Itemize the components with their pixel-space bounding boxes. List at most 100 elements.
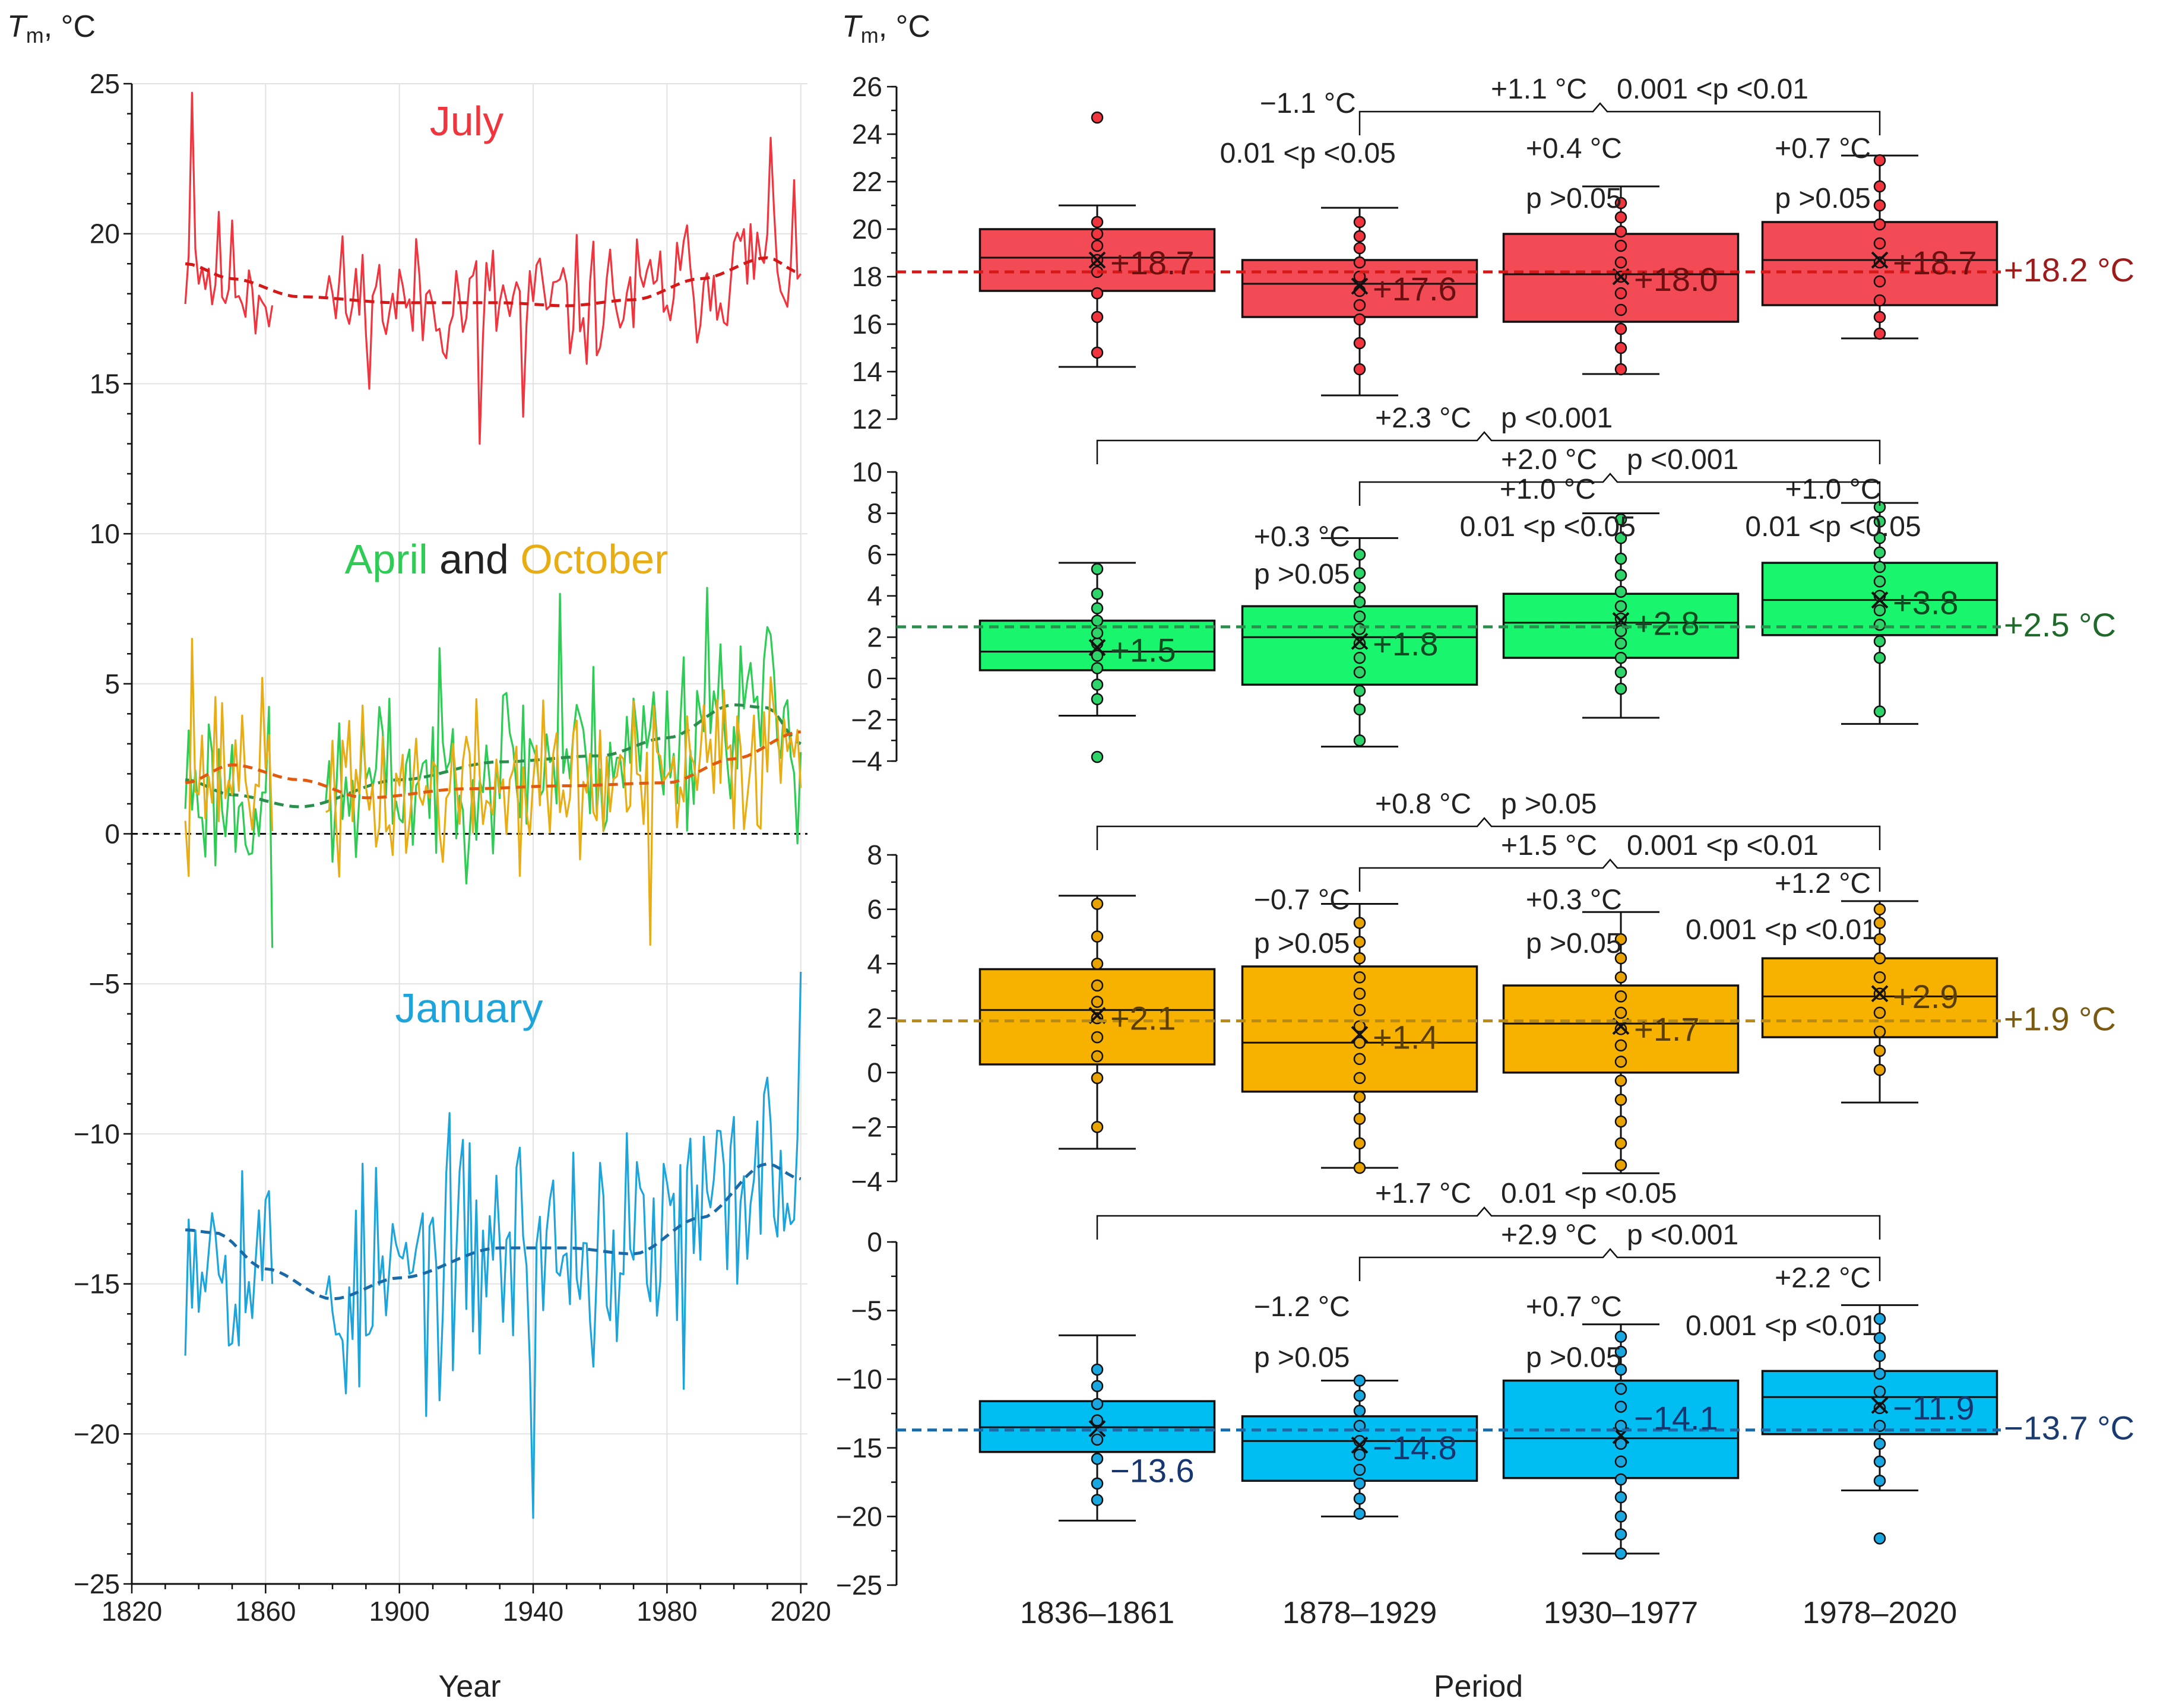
july-label: July [430, 98, 503, 144]
data-point [1614, 1345, 1627, 1358]
box-january-3 [1502, 1323, 1740, 1560]
data-point [1614, 1039, 1627, 1052]
data-point [1873, 1402, 1886, 1415]
box-october-4 [1761, 900, 1998, 1104]
data-point [1614, 952, 1627, 965]
data-point [1614, 651, 1627, 664]
box-april-2 [1241, 537, 1478, 748]
overall-mean-label: +2.5 °C [2004, 606, 2116, 644]
data-point [1091, 1031, 1104, 1044]
y-tick-label: −25 [74, 1568, 120, 1599]
october-series-line [184, 638, 274, 877]
pair-annotation-4: p >0.05 [1526, 1342, 1621, 1373]
bracket-diff-label: +2.0 °C [1501, 444, 1597, 476]
period-category-label: 1836–1861 [1020, 1596, 1174, 1630]
comparison-bracket [1358, 102, 1881, 135]
data-point [1873, 903, 1886, 915]
panel-y-tick-label: 6 [867, 539, 882, 570]
data-point [1353, 1374, 1366, 1387]
january-label: January [395, 985, 543, 1031]
mean-marker [1871, 591, 1889, 609]
box-mean-label: +18.0 [1634, 261, 1718, 298]
box-mean-label: +2.9 [1893, 978, 1959, 1015]
data-point [1353, 230, 1366, 243]
april-series-line [184, 705, 274, 948]
data-point [1873, 1025, 1886, 1038]
data-point [1353, 595, 1366, 609]
data-point [1353, 703, 1366, 716]
pair-annotation-6: p >0.05 [1775, 183, 1870, 214]
data-point [1353, 952, 1366, 965]
data-point [1873, 327, 1886, 340]
data-point [1873, 917, 1886, 929]
april-october-label: April and October [345, 536, 669, 582]
data-point [1614, 1491, 1627, 1504]
panel-y-tick-label: −2 [851, 704, 882, 735]
data-point [1091, 693, 1104, 705]
data-point [1873, 1367, 1886, 1380]
box-mean-label: +1.7 [1634, 1010, 1700, 1048]
pair-annotation-4: p >0.05 [1526, 183, 1621, 214]
july-series-line [325, 137, 802, 445]
data-point [1353, 623, 1366, 635]
panel-y-tick-label: −4 [851, 746, 882, 777]
data-point [1353, 637, 1366, 649]
data-point [1873, 651, 1886, 664]
bracket-diff-label: +0.8 °C [1375, 788, 1471, 820]
bracket-p-label: 0.001 <p <0.01 [1617, 74, 1808, 105]
panel-y-tick-label: −10 [836, 1364, 882, 1395]
x-tick-label: 1980 [636, 1596, 697, 1627]
data-point [1614, 569, 1627, 582]
box-january-4 [1761, 1304, 1998, 1545]
data-point [1353, 917, 1366, 929]
data-point [1614, 1437, 1627, 1450]
data-point [1091, 1050, 1104, 1063]
data-point [1614, 1400, 1627, 1413]
data-point [1614, 341, 1627, 354]
data-point [1353, 299, 1366, 312]
data-point [1091, 1477, 1104, 1490]
y-tick-label: −5 [89, 968, 120, 999]
pair-annotation-2: p >0.05 [1254, 559, 1350, 590]
mean-marker [1088, 251, 1106, 269]
bracket-p-label: 0.01 <p <0.05 [1501, 1178, 1677, 1209]
data-point [1353, 1389, 1366, 1402]
data-point [1873, 294, 1886, 307]
data-point [1873, 1063, 1886, 1076]
data-point [1873, 1455, 1886, 1468]
april-trend-line [185, 703, 802, 809]
x-tick-label: 1860 [235, 1596, 296, 1627]
data-point [1873, 1044, 1886, 1057]
data-point [1614, 666, 1627, 679]
data-point [1353, 581, 1366, 594]
box-mean-label: +3.8 [1893, 584, 1959, 622]
data-point [1614, 1363, 1627, 1376]
data-point [1614, 683, 1627, 695]
data-point [1614, 1006, 1627, 1019]
comparison-bracket [1358, 1248, 1881, 1281]
data-point [1091, 614, 1104, 627]
data-point [1353, 987, 1366, 1000]
data-point [1873, 952, 1886, 965]
pair-annotation-4: 0.01 <p <0.05 [1460, 511, 1636, 543]
data-point [1873, 635, 1886, 648]
data-point [1614, 1094, 1627, 1106]
data-point [1614, 1056, 1627, 1068]
july-series-line [184, 91, 274, 335]
data-point [1614, 322, 1627, 335]
panel-y-tick-label: 0 [867, 1057, 882, 1088]
data-point [1091, 979, 1104, 992]
data-point [1091, 563, 1104, 575]
x-axis-title: Year [438, 1669, 501, 1704]
comparison-bracket [1096, 431, 1881, 464]
overall-mean-label: +1.9 °C [2004, 1000, 2116, 1038]
y-tick-label: 15 [90, 368, 120, 399]
pair-annotation-6: 0.01 <p <0.05 [1745, 511, 1921, 543]
data-point [1091, 662, 1104, 674]
box-october-2 [1241, 903, 1478, 1174]
data-point [1873, 933, 1886, 946]
data-point [1873, 1475, 1886, 1487]
x-tick-label: 1820 [102, 1596, 162, 1627]
panel-y-tick-label: 6 [867, 894, 882, 925]
